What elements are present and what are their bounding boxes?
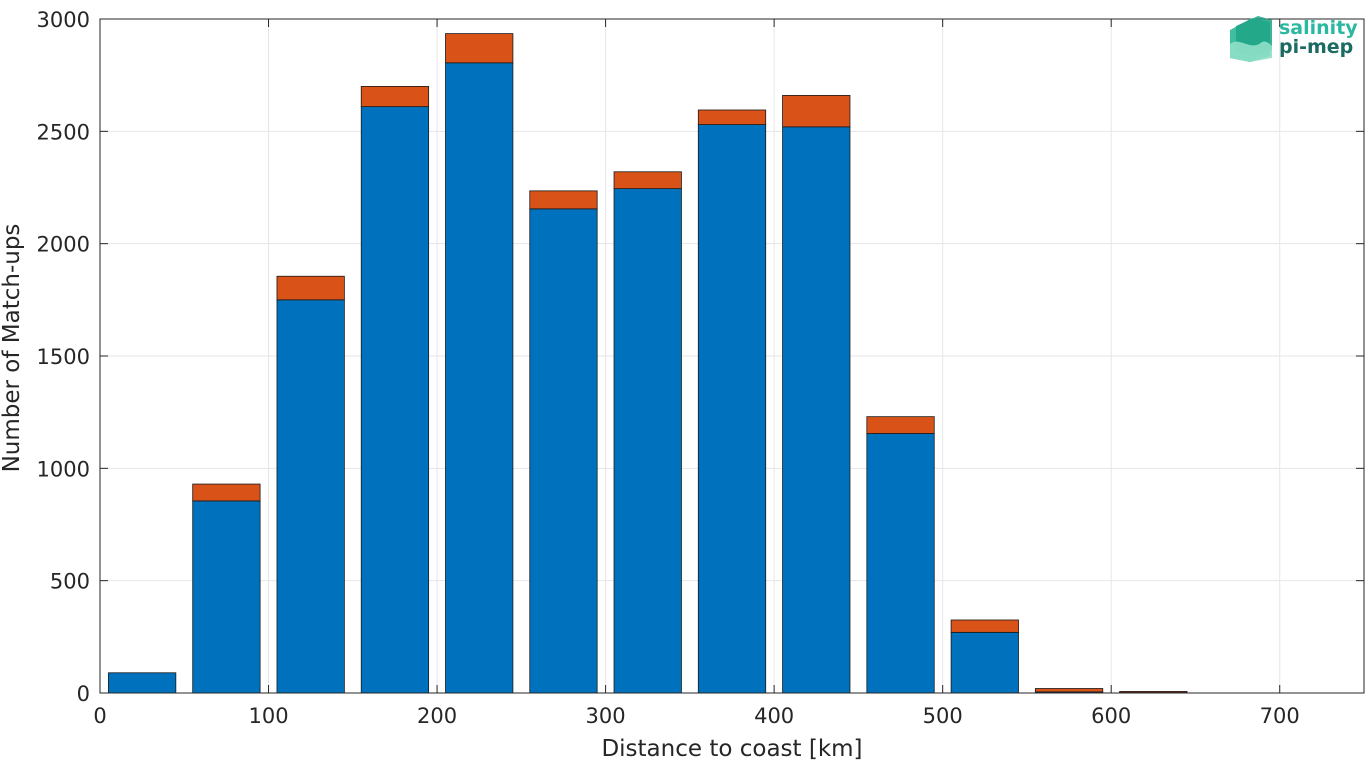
y-tick-label: 2500 (37, 120, 90, 144)
logo-line2: pi-mep (1279, 36, 1353, 58)
bar-series1-275 (529, 208, 598, 694)
bar-series2-175 (360, 86, 430, 108)
bar-series2-125 (276, 275, 345, 301)
bar-series1-125 (276, 299, 345, 694)
bar-series2-575 (1034, 688, 1104, 693)
bar-series1-375 (697, 124, 767, 694)
x-tick-label: 300 (586, 704, 626, 728)
y-tick-label: 1500 (37, 345, 90, 369)
y-tick-label: 0 (77, 682, 90, 706)
x-axis-title: Distance to coast [km] (601, 736, 862, 761)
bar-series2-475 (866, 416, 935, 434)
y-tick-label: 1000 (37, 457, 90, 481)
bar-series1-325 (613, 188, 682, 694)
bar-series1-525 (950, 631, 1019, 694)
bar-series2-425 (782, 94, 851, 128)
bar-series2-225 (445, 33, 514, 64)
bar-series2-325 (613, 171, 682, 190)
bar-series1-225 (445, 62, 514, 694)
bar-series2-75 (192, 483, 261, 502)
bar-series2-275 (529, 190, 598, 210)
x-tick-label: 600 (1091, 704, 1131, 728)
y-axis-title: Number of Match-ups (0, 224, 25, 473)
x-tick-label: 500 (923, 704, 963, 728)
bars (108, 33, 1188, 694)
bar-series2-625 (1119, 691, 1188, 693)
bar-series2-525 (950, 619, 1019, 633)
y-tick-label: 500 (50, 570, 90, 594)
salinity-pi-mep-logo: salinity pi-mep (1230, 16, 1358, 62)
x-tick-label: 400 (754, 704, 794, 728)
y-tick-label: 2000 (37, 233, 90, 257)
bar-series1-75 (192, 500, 261, 694)
ticks: 0 100 200 300 400 500 600 700 0 500 1000 1500 2000 25… (37, 8, 1364, 728)
y-tick-label: 3000 (37, 8, 90, 32)
x-tick-label: 700 (1260, 704, 1300, 728)
bar-series1-425 (782, 126, 851, 694)
logo-line1: salinity (1279, 17, 1358, 39)
x-tick-label: 200 (417, 704, 457, 728)
bar-series1-475 (866, 433, 935, 694)
bar-series2-375 (697, 109, 767, 125)
bar-series1-175 (360, 106, 430, 694)
bar-series1-25 (108, 672, 177, 694)
x-tick-label: 0 (93, 704, 106, 728)
logo-wave-icon (1230, 16, 1272, 62)
x-tick-label: 100 (248, 704, 288, 728)
